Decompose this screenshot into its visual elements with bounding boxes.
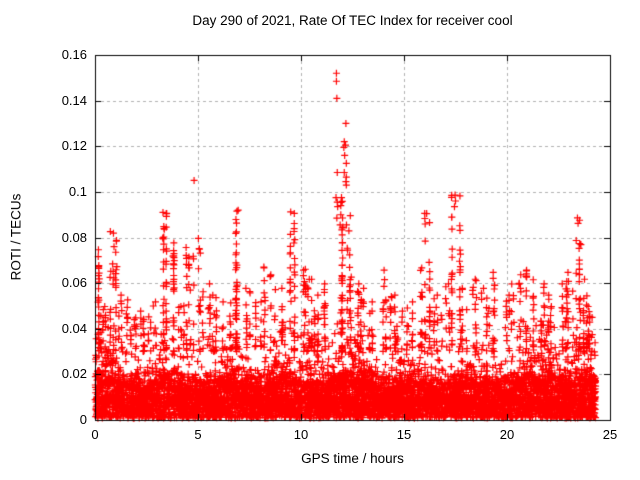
x-tick-label: 5 [194, 427, 202, 442]
x-tick-label: 15 [396, 427, 412, 442]
y-tick-label: 0.04 [61, 320, 87, 336]
chart-title: Day 290 of 2021, Rate Of TEC Index for r… [192, 13, 513, 28]
y-tick-label: 0.08 [61, 229, 87, 245]
y-tick-label: 0.14 [61, 92, 87, 108]
x-tick-label: 20 [499, 427, 515, 442]
x-tick-label: 0 [91, 427, 99, 442]
y-tick-label: 0.02 [61, 366, 87, 382]
y-tick-label: 0 [79, 412, 87, 427]
y-tick-label: 0.16 [61, 47, 87, 62]
x-axis-label: GPS time / hours [301, 451, 404, 466]
y-tick-label: 0.1 [68, 183, 87, 199]
x-tick-label: 10 [293, 427, 309, 442]
y-tick-label: 0.12 [61, 138, 87, 154]
y-tick-label: 0.06 [61, 275, 87, 291]
x-tick-label: 25 [602, 427, 618, 442]
